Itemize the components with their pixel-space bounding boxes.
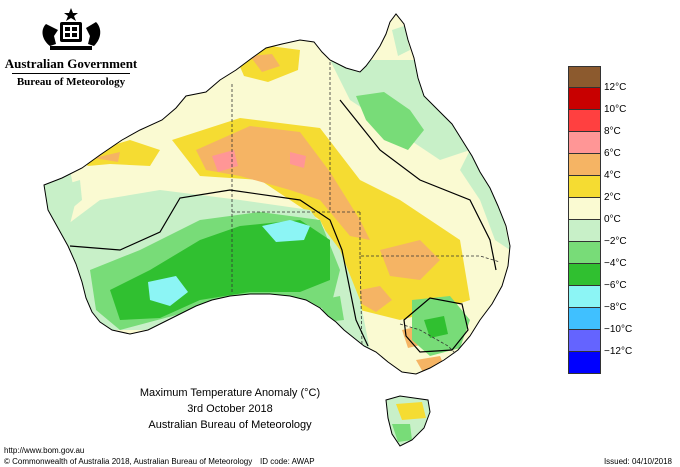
legend-swatch (568, 308, 601, 330)
legend-swatch (568, 330, 601, 352)
legend-swatch (568, 198, 601, 220)
legend-label: 8°C (604, 126, 621, 137)
legend-label: 6°C (604, 148, 621, 159)
legend-label: −6°C (604, 280, 627, 291)
legend-swatch (568, 66, 601, 88)
legend-label: 10°C (604, 104, 627, 115)
map-title-line1: Maximum Temperature Anomaly (°C) (139, 387, 321, 399)
coat-of-arms-icon (42, 8, 101, 50)
legend-swatch (568, 286, 601, 308)
logo-divider (12, 73, 130, 74)
legend-label: −10°C (604, 324, 633, 335)
legend-swatch (568, 154, 601, 176)
legend-swatches (568, 66, 601, 374)
legend-label: −4°C (604, 258, 627, 269)
legend-label: 2°C (604, 192, 621, 203)
copyright-text: © Commonwealth of Australia 2018, Austra… (4, 457, 253, 466)
legend-label: −8°C (604, 302, 627, 313)
id-code-text: ID code: AWAP (260, 457, 315, 466)
agency-name: Bureau of Meteorology (16, 76, 126, 88)
bom-link[interactable]: http://www.bom.gov.au (4, 446, 85, 455)
legend-swatch (568, 352, 601, 374)
map-title: Maximum Temperature Anomaly (°C) 3rd Oct… (100, 385, 360, 433)
legend-label: 4°C (604, 170, 621, 181)
government-name: Australian Government (4, 56, 138, 71)
legend-swatch (568, 220, 601, 242)
legend-label: −12°C (604, 346, 633, 357)
legend-swatch (568, 110, 601, 132)
legend-label: 12°C (604, 82, 627, 93)
map-source: Australian Bureau of Meteorology (148, 419, 312, 431)
government-logo: Australian Government Bureau of Meteorol… (4, 6, 138, 98)
legend-swatch (568, 264, 601, 286)
legend-label: −2°C (604, 236, 627, 247)
legend-swatch (568, 88, 601, 110)
issued-date: Issued: 04/10/2018 (603, 457, 672, 466)
legend-swatch (568, 132, 601, 154)
legend-swatch (568, 176, 601, 198)
legend-swatch (568, 242, 601, 264)
legend-label: 0°C (604, 214, 621, 225)
map-date: 3rd October 2018 (187, 403, 273, 415)
